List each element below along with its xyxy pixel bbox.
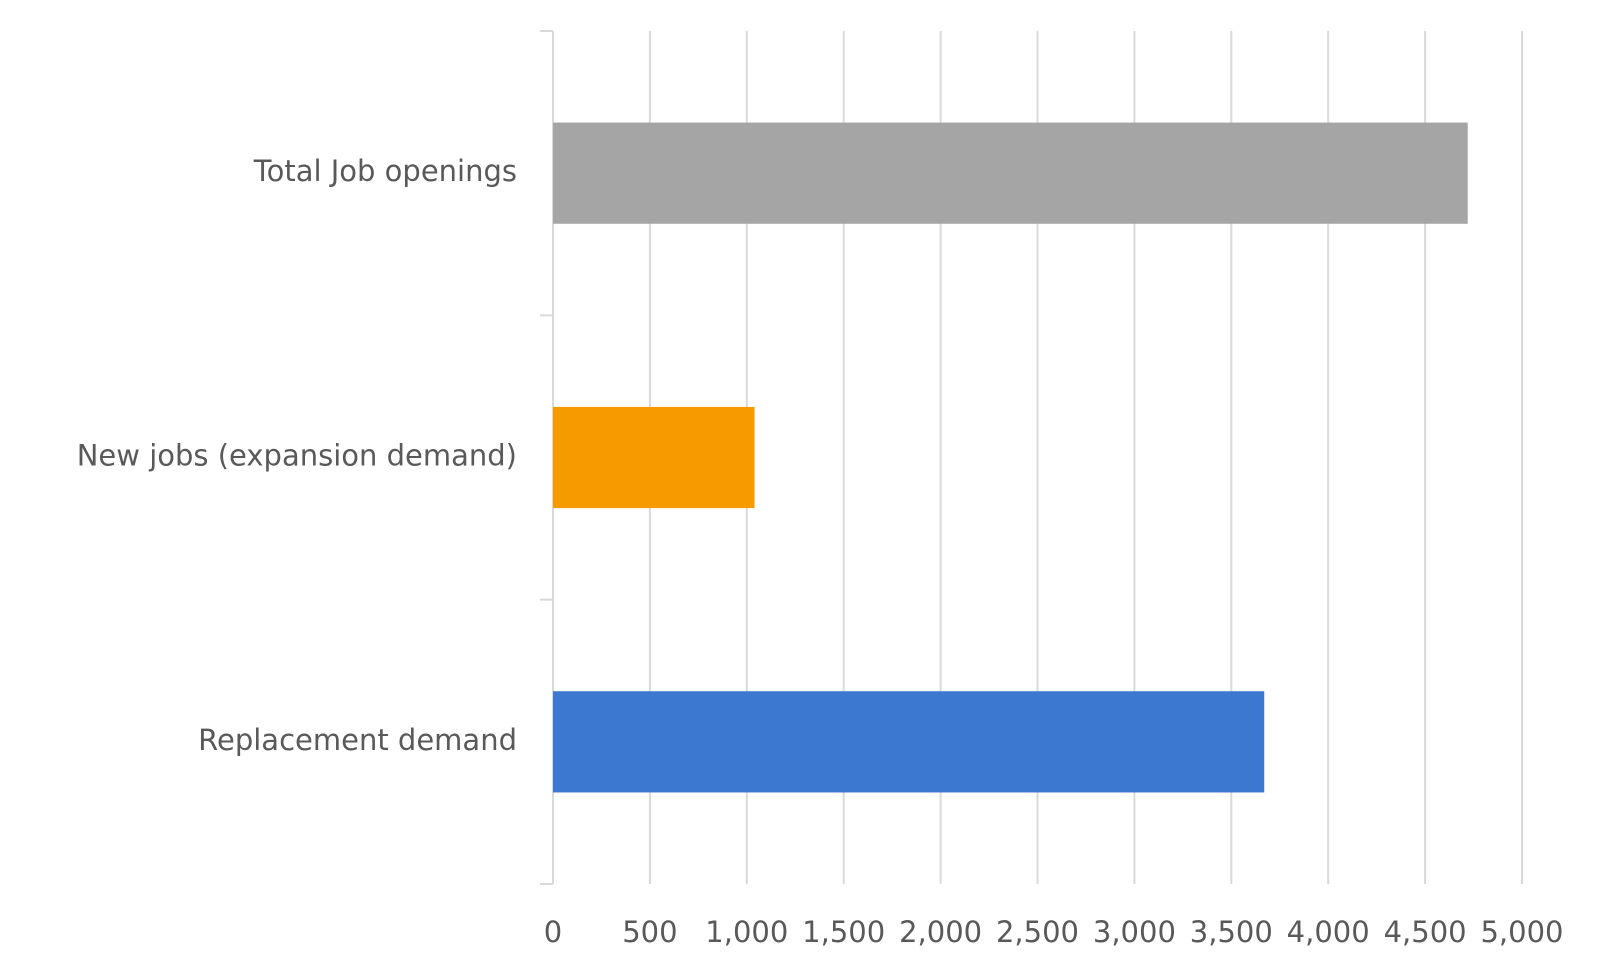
x-tick-label: 2,500 xyxy=(996,915,1079,949)
y-tick-label: New jobs (expansion demand) xyxy=(77,439,517,473)
x-tick-label: 5,000 xyxy=(1480,915,1563,949)
x-tick-label: 3,000 xyxy=(1093,915,1176,949)
x-tick-label: 4,500 xyxy=(1384,915,1467,949)
x-tick-label: 1,000 xyxy=(705,915,788,949)
y-tick-label: Replacement demand xyxy=(198,723,517,757)
x-tick-label: 2,000 xyxy=(899,915,982,949)
x-tick-label: 0 xyxy=(544,915,562,949)
x-tick-label: 3,500 xyxy=(1190,915,1273,949)
y-tick-label: Total Job openings xyxy=(253,154,517,188)
bar xyxy=(553,122,1468,224)
bar xyxy=(553,406,755,509)
x-tick-label: 500 xyxy=(622,915,677,949)
bar xyxy=(553,691,1265,793)
x-tick-label: 4,000 xyxy=(1287,915,1370,949)
x-tick-label: 1,500 xyxy=(802,915,885,949)
